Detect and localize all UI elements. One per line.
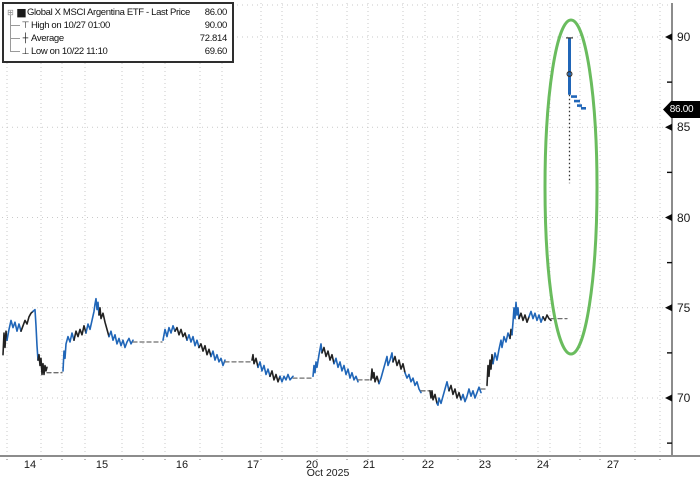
legend-low-value: 69.60: [204, 46, 228, 57]
x-tick-label: 20: [305, 459, 319, 471]
legend-row-series[interactable]: ⊞ ■ Global X MSCI Argentina ETF - Last P…: [7, 6, 227, 19]
legend-row-high[interactable]: ⊤ High on 10/27 01:00 90.00: [7, 19, 227, 32]
legend-average-value: 72.814: [199, 33, 228, 44]
legend-row-average[interactable]: ┼ Average 72.814: [7, 32, 227, 45]
y-tick-label: 85: [677, 120, 691, 135]
series-swatch-icon: ■: [16, 5, 27, 19]
legend-average-label: Average: [31, 33, 64, 44]
legend-low-label: Low on 10/22 11:10: [31, 46, 108, 57]
legend-high-value: 90.00: [204, 20, 228, 31]
high-marker-icon: ⊤: [21, 20, 30, 31]
tree-stub: [11, 37, 20, 40]
legend-box: ⊞ ■ Global X MSCI Argentina ETF - Last P…: [2, 2, 234, 63]
expander-icon[interactable]: ⊞: [7, 8, 14, 17]
x-axis-month-label: Oct 2025: [306, 467, 350, 479]
y-tick-label: 90: [677, 30, 691, 44]
x-tick-label: 17: [246, 459, 260, 471]
average-marker-icon: ┼: [22, 33, 29, 44]
x-tick-label: 14: [23, 459, 37, 471]
legend-series-label: Global X MSCI Argentina ETF - Last Price: [27, 7, 190, 18]
x-tick-label: 24: [536, 459, 550, 471]
legend-tree-line: [10, 15, 11, 52]
legend-high-label: High on 10/27 01:00: [31, 20, 110, 31]
last-price-badge: 86.00: [663, 101, 700, 118]
x-tick-label: 22: [421, 459, 435, 471]
x-tick-label: 16: [175, 459, 189, 471]
x-tick-label: 27: [606, 459, 620, 471]
y-tick-label: 70: [677, 391, 691, 405]
x-tick-label: 15: [95, 459, 109, 471]
x-tick-label: 21: [362, 459, 376, 471]
y-tick-label: 80: [677, 210, 691, 225]
legend-row-low[interactable]: ⊥ Low on 10/22 11:10 69.60: [7, 45, 227, 58]
tree-stub: [11, 50, 20, 53]
low-marker-icon: ⊥: [21, 46, 30, 57]
x-tick-label: 23: [478, 459, 492, 471]
legend-series-value: 86.00: [204, 7, 228, 18]
y-tick-label: 75: [677, 300, 691, 315]
tree-stub: [11, 24, 20, 27]
